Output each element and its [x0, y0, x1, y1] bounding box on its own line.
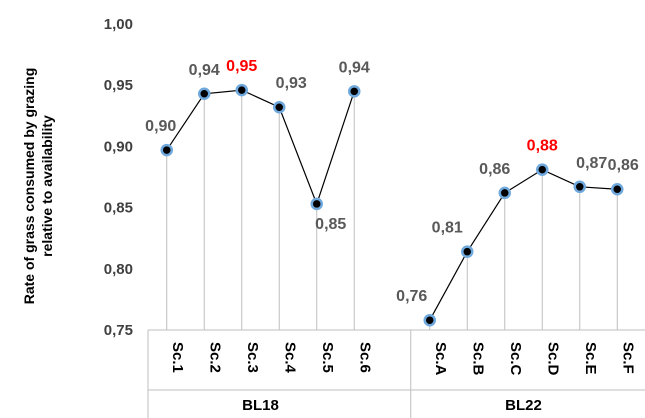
data-label: 0,93 — [276, 75, 307, 92]
data-label: 0,88 — [527, 138, 558, 155]
data-point — [536, 163, 549, 176]
data-point — [423, 313, 436, 327]
data-labels: 0,90 0,94 0,95 0,93 0,85 0,94 0,76 0,81 0,86 0,88… — [145, 58, 639, 305]
group-label-bl18: BL18 — [242, 397, 279, 414]
series-line-bl22 — [429, 168, 618, 321]
y-axis-label: Rate of grass consumed by grazing relati… — [21, 68, 55, 305]
category-label: Sc.2 — [206, 342, 223, 373]
category-label: Sc.3 — [244, 342, 261, 373]
data-point — [273, 100, 286, 114]
data-label: 0,86 — [479, 161, 510, 178]
category-label: Sc.5 — [319, 342, 336, 373]
y-tick-label: 0,85 — [104, 200, 133, 217]
data-points — [160, 83, 624, 327]
data-point — [348, 85, 361, 98]
y-axis-label-line-1: Rate of grass consumed by grazing — [21, 68, 37, 305]
data-point — [198, 87, 211, 101]
series-lines — [166, 89, 618, 321]
category-label: Sc.4 — [281, 342, 298, 374]
category-label: Sc.E — [582, 342, 599, 375]
data-point — [611, 182, 624, 196]
data-point — [160, 143, 173, 157]
group-label-bl22: BL22 — [505, 397, 542, 414]
category-labels: Sc.1 Sc.2 Sc.3 Sc.4 Sc.5 Sc.6 Sc.A Sc.B Sc.C Sc.D… — [169, 342, 637, 376]
data-point — [573, 180, 586, 194]
data-point — [310, 197, 323, 211]
data-label: 0,94 — [189, 62, 220, 79]
data-label: 0,90 — [145, 118, 176, 135]
data-label: 0,81 — [432, 220, 463, 237]
data-point — [235, 83, 248, 97]
y-axis-ticks: 0,75 0,80 0,85 0,90 0,95 1,00 — [104, 16, 133, 339]
series-line-bl18 — [166, 89, 355, 206]
category-label: Sc.F — [619, 342, 636, 374]
data-label: 0,87 — [576, 155, 607, 172]
y-tick-label: 0,80 — [104, 261, 133, 278]
category-label: Sc.C — [507, 342, 524, 376]
category-label: Sc.6 — [356, 342, 373, 373]
category-label: Sc.D — [544, 342, 561, 376]
y-tick-label: 0,95 — [104, 77, 133, 94]
drop-lines — [166, 90, 618, 330]
category-label: Sc.A — [432, 342, 449, 376]
data-label: 0,76 — [396, 288, 427, 305]
category-label: Sc.1 — [169, 342, 186, 373]
y-tick-label: 0,75 — [104, 322, 133, 339]
data-label: 0,85 — [315, 216, 346, 233]
y-tick-label: 0,90 — [104, 138, 133, 155]
axis-frame — [147, 329, 645, 418]
y-tick-label: 1,00 — [104, 16, 133, 33]
category-label: Sc.B — [469, 342, 486, 376]
data-point — [498, 186, 511, 200]
data-label: 0,95 — [226, 58, 257, 75]
data-label: 0,94 — [339, 59, 370, 76]
group-labels: BL18 BL22 — [242, 397, 542, 414]
y-axis-label-line-2: relative to availability — [39, 115, 55, 257]
data-point — [461, 245, 474, 258]
data-label: 0,86 — [608, 157, 639, 174]
